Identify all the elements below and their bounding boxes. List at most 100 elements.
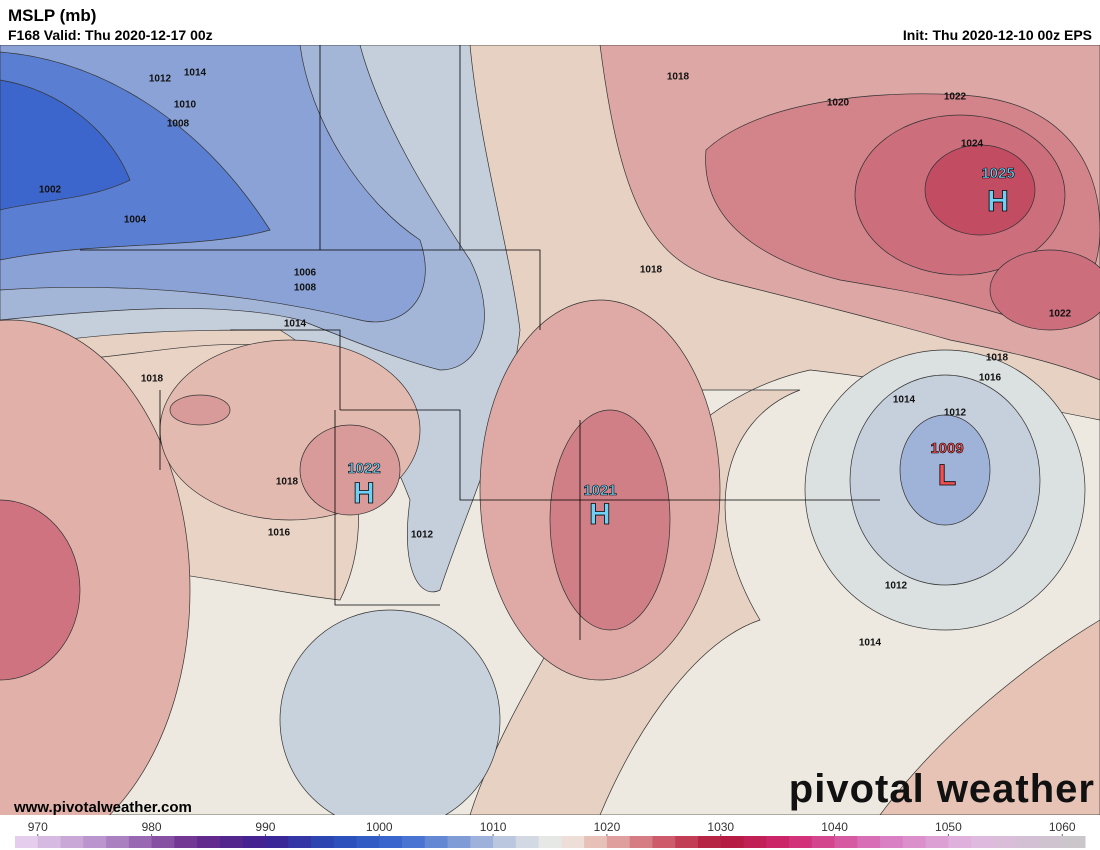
contour-label: 1018 (640, 265, 663, 276)
colorbar-swatch (606, 836, 631, 848)
colorbar-swatch (310, 836, 335, 848)
colorbar-tick-label: 1050 (935, 820, 962, 834)
colorbar-swatch (128, 836, 153, 848)
contour-label: 1024 (961, 139, 984, 150)
contour-label: 1012 (149, 74, 172, 85)
colorbar-swatch (834, 836, 858, 848)
colorbar-swatch (402, 836, 426, 848)
colorbar-swatch (766, 836, 790, 848)
center-value: 1022 (347, 460, 380, 477)
website: www.pivotalweather.com (13, 799, 192, 816)
colorbar-swatch (743, 836, 767, 848)
colorbar-swatch (379, 836, 403, 848)
contour-label: 1012 (944, 408, 967, 419)
contour-label: 1014 (284, 319, 307, 330)
colorbar-swatch (629, 836, 653, 848)
colorbar-swatch (60, 836, 84, 848)
colorbar-swatch (83, 836, 107, 848)
colorbar-swatch (880, 836, 904, 848)
contour-label: 1016 (979, 373, 1002, 384)
center-label: L (938, 459, 956, 492)
contour-label: 1018 (986, 353, 1009, 364)
colorbar-swatch (197, 836, 221, 848)
center-label: H (987, 185, 1009, 218)
contour-label: 1014 (893, 395, 916, 406)
colorbar-tick-label: 1010 (480, 820, 507, 834)
valid-time: F168 Valid: Thu 2020-12-17 00z (8, 27, 213, 43)
colorbar-swatch (106, 836, 130, 848)
contour-labels: 1012 1014 1010 1008 1002 1004 1006 1008 … (39, 68, 1072, 649)
init-time: Init: Thu 2020-12-10 00z EPS (903, 27, 1092, 43)
colorbar-swatch (925, 836, 949, 848)
contour-label: 1014 (859, 638, 882, 649)
center-value: 1021 (583, 482, 616, 499)
contour-label: 1022 (1049, 309, 1072, 320)
colorbar-tick-label: 1000 (366, 820, 393, 834)
colorbar-swatch (288, 836, 312, 848)
colorbar-swatch (447, 836, 471, 848)
center-label: H (353, 477, 375, 510)
contour-label: 1022 (944, 92, 967, 103)
colorbar-tick-label: 1020 (594, 820, 621, 834)
colorbar-swatch (857, 836, 881, 848)
colorbar-swatch (333, 836, 357, 848)
contour-label: 1014 (184, 68, 207, 79)
contour-label: 1018 (141, 374, 164, 385)
map-title: MSLP (mb) (8, 6, 96, 25)
colorbar-swatch (493, 836, 517, 848)
colorbar-swatch (993, 836, 1018, 848)
colorbar-swatch (584, 836, 608, 848)
colorbar-swatch (424, 836, 449, 848)
map (0, 45, 1100, 815)
colorbar-swatch (789, 836, 813, 848)
colorbar-swatch (675, 836, 699, 848)
contour-label: 1004 (124, 215, 147, 226)
center-value: 1025 (981, 165, 1014, 182)
colorbar-swatch (652, 836, 676, 848)
colorbar-swatch (1039, 836, 1063, 848)
colorbar-swatch (151, 836, 175, 848)
colorbar-swatch (811, 836, 836, 848)
colorbar-swatch (902, 836, 927, 848)
colorbar-swatch (971, 836, 995, 848)
colorbar-tick-label: 970 (28, 820, 48, 834)
contour-label: 1002 (39, 185, 62, 196)
colorbar-tick-label: 1040 (821, 820, 848, 834)
contour-label: 1012 (411, 530, 434, 541)
contour-label: 1006 (294, 268, 317, 279)
pressure-centers: 1022 H 1021 H 1025 H 1009 L (347, 165, 1015, 532)
colorbar-tick-label: 1030 (707, 820, 734, 834)
colorbar-swatch (1016, 836, 1040, 848)
contour-label: 1012 (885, 581, 908, 592)
colorbar-tick-label: 990 (255, 820, 275, 834)
colorbar-swatch (720, 836, 745, 848)
colorbar-tick-label: 1060 (1049, 820, 1076, 834)
center-label: H (589, 498, 611, 531)
colorbar-swatch (538, 836, 562, 848)
colorbar-swatch (470, 836, 494, 848)
colorbar-swatch (1062, 836, 1086, 848)
colorbar-swatch (219, 836, 244, 848)
colorbar-tick-label: 980 (142, 820, 162, 834)
colorbar-swatch (697, 836, 722, 848)
contour-label: 1008 (167, 119, 190, 130)
contour-label: 1008 (294, 283, 317, 294)
contour-label: 1016 (268, 528, 291, 539)
colorbar-swatch (265, 836, 289, 848)
colorbar-swatch (37, 836, 62, 848)
colorbar: 970 980 990 1000 1010 1020 1030 1040 1050 1060 (15, 820, 1086, 848)
colorbar-swatch (356, 836, 380, 848)
colorbar-swatch (948, 836, 972, 848)
center-value: 1009 (930, 440, 963, 457)
colorbar-swatch (242, 836, 266, 848)
colorbar-swatch (15, 836, 39, 848)
colorbar-swatch (174, 836, 198, 848)
contour-label: 1018 (276, 477, 299, 488)
brand: pivotal weather (789, 767, 1095, 811)
colorbar-swatch (561, 836, 585, 848)
contour-label: 1020 (827, 98, 850, 109)
colorbar-swatch (515, 836, 540, 848)
contour-label: 1018 (667, 72, 690, 83)
contour-label: 1010 (174, 100, 197, 111)
